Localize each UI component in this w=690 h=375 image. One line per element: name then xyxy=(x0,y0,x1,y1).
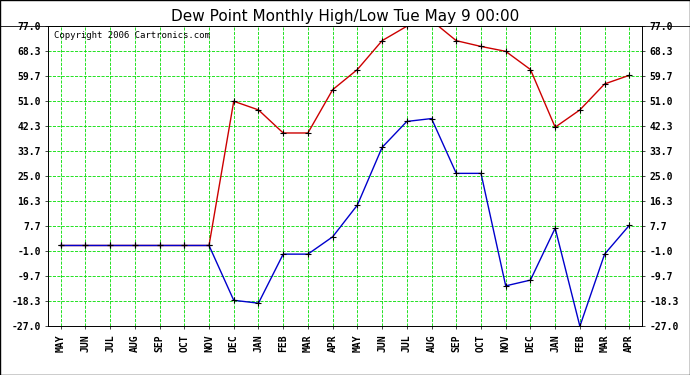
Text: Copyright 2006 Cartronics.com: Copyright 2006 Cartronics.com xyxy=(55,31,210,40)
Text: Dew Point Monthly High/Low Tue May 9 00:00: Dew Point Monthly High/Low Tue May 9 00:… xyxy=(171,9,519,24)
